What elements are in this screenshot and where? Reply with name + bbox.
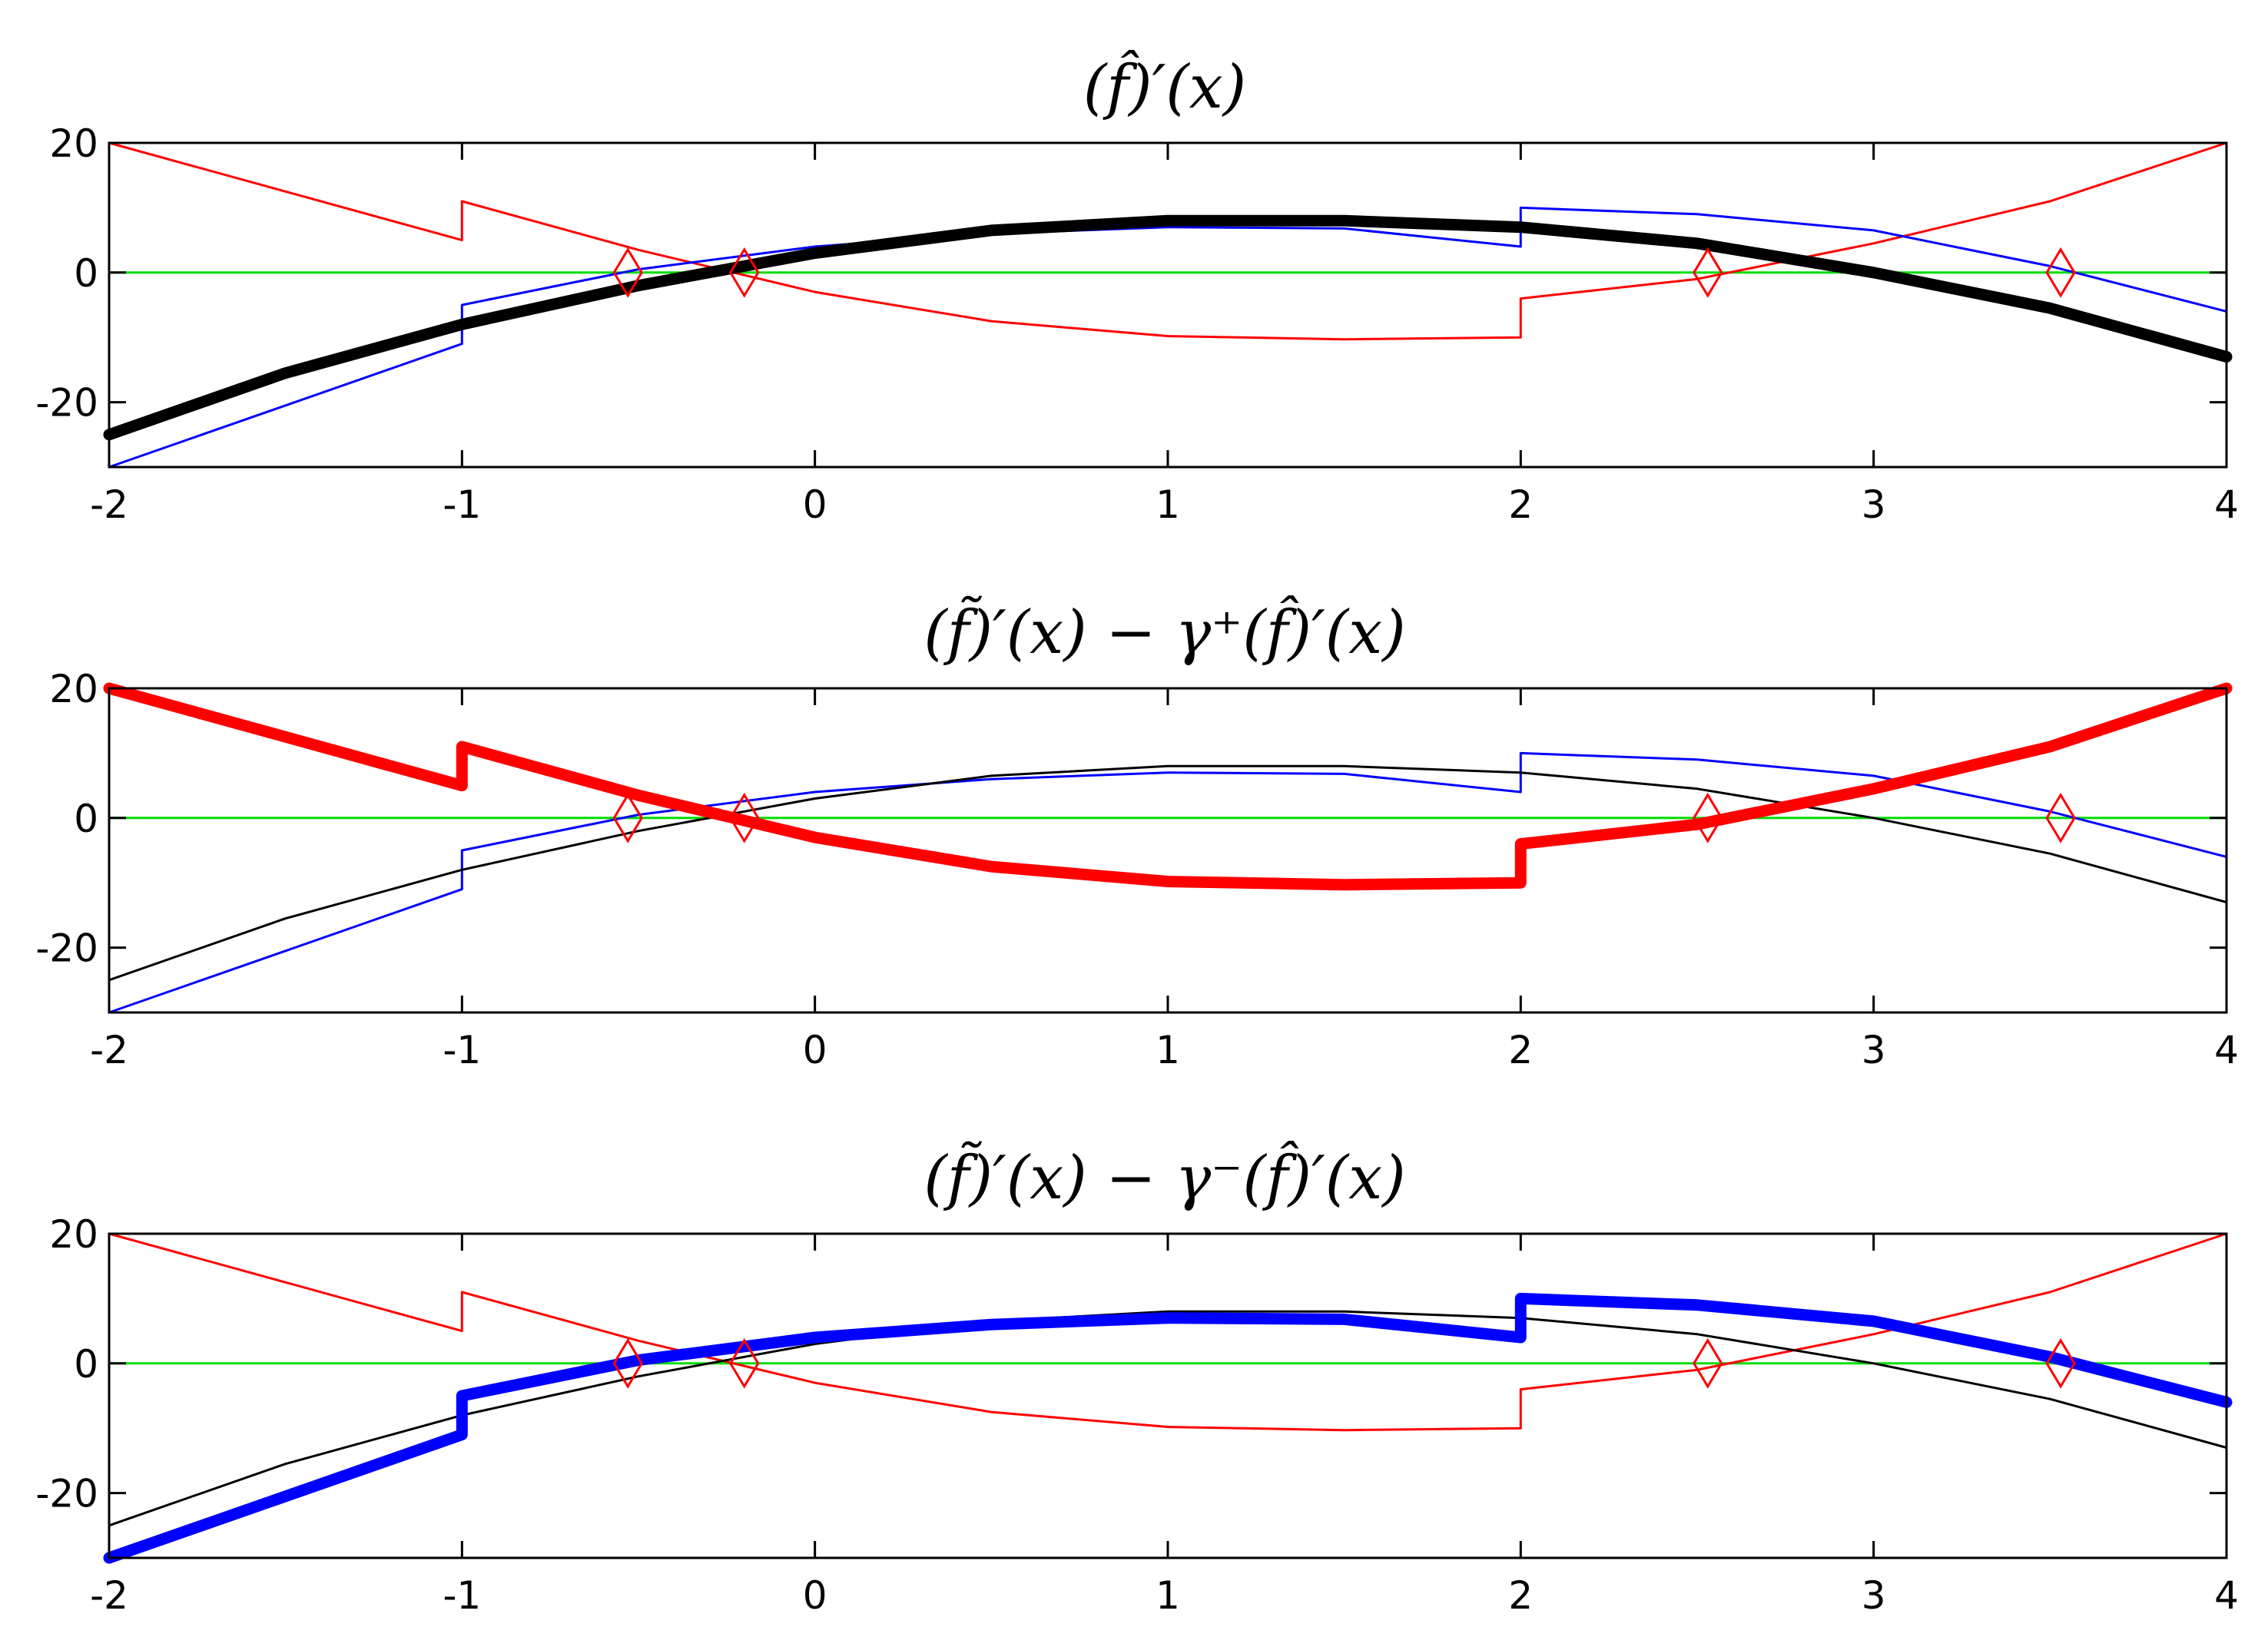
subplot-2-fhat-series-line (108, 764, 2228, 982)
subplot-3-diamond-marker (612, 1337, 643, 1389)
subplot-3-x-tick-label: 3 (1862, 1573, 1886, 1618)
subplot-2-diamond-marker (1693, 792, 1723, 843)
subplot-1-y-tick-label: 20 (49, 121, 98, 166)
subplot-2-x-tick-label: 2 (1508, 1028, 1533, 1072)
subplot-2-x-tick-label: 4 (2214, 1028, 2239, 1072)
subplot-3: (f̃)′(x) − γ⁻(f̂)′(x) -2 -1 0 1 2 3 4 -20 0 20 (35, 1140, 2239, 1618)
subplot-3-title: (f̃)′(x) − γ⁻(f̂)′(x) (923, 1140, 1405, 1213)
subplot-1-diamond-marker (2045, 247, 2076, 298)
subplot-2-x-tick-label: -1 (443, 1028, 481, 1072)
subplot-3-x-tick-label: 2 (1508, 1573, 1533, 1618)
subplot-3-axes-box (108, 1232, 2228, 1559)
subplot-3-fhat-series-line (108, 1310, 2228, 1527)
subplot-1-blue-series-line (108, 206, 2228, 469)
subplot-2: (f̃)′(x) − γ⁺(f̂)′(x) -2 -1 0 1 2 3 4 -20 0 20 (35, 595, 2239, 1072)
subplot-3-x-tick-label: -2 (90, 1573, 128, 1618)
subplot-2-diamond-marker (729, 792, 760, 843)
subplot-1-diamond-marker (1693, 247, 1723, 298)
subplot-1-x-tick-label: 1 (1156, 482, 1180, 527)
subplot-1-diamond-marker (729, 247, 760, 298)
subplot-3-x-tick-label: 1 (1156, 1573, 1180, 1618)
subplot-3-x-tick-label: 0 (803, 1573, 827, 1618)
subplot-1-red-series-line (108, 141, 2228, 341)
subplot-2-x-tick-label: 0 (803, 1028, 827, 1072)
subplot-1-y-tick-label: -20 (35, 381, 98, 426)
subplot-2-x-tick-label: -2 (90, 1028, 128, 1072)
subplot-1-x-tick-label: -1 (443, 482, 481, 527)
subplot-3-y-tick-label: 0 (74, 1342, 98, 1387)
subplot-3-x-tick-label: -1 (443, 1573, 481, 1618)
subplot-2-x-tick-label: 1 (1156, 1028, 1180, 1072)
subplot-1-axes-box (108, 141, 2228, 469)
subplot-3-diamond-marker (729, 1337, 760, 1389)
subplot-1-y-tick-label: 0 (74, 251, 98, 296)
subplot-3-x-tick-label: 4 (2214, 1573, 2239, 1618)
subplot-2-red-series-line (103, 682, 2233, 891)
subplot-2-diamond-marker (612, 792, 643, 843)
subplot-1: (f̂)′(x) -2 -1 0 1 2 3 4 -20 0 20 (35, 49, 2239, 527)
subplot-2-title: (f̃)′(x) − γ⁺(f̂)′(x) (923, 595, 1405, 668)
subplot-2-x-tick-label: 3 (1862, 1028, 1886, 1072)
subplot-2-axes-box (108, 687, 2228, 1014)
subplot-3-y-tick-label: -20 (35, 1472, 98, 1516)
subplot-2-y-tick-label: -20 (35, 926, 98, 971)
subplot-1-fhat-series-line (103, 214, 2233, 441)
subplot-1-x-tick-label: 0 (803, 482, 827, 527)
subplot-2-y-tick-label: 20 (49, 667, 98, 711)
subplot-1-x-tick-label: 2 (1508, 482, 1533, 527)
subplot-3-blue-series-line (103, 1292, 2233, 1564)
subplot-2-blue-series-line (108, 751, 2228, 1014)
subplot-3-red-series-line (108, 1232, 2228, 1432)
subplot-3-diamond-marker (2045, 1337, 2076, 1389)
subplot-1-diamond-marker (612, 247, 643, 298)
subplot-2-y-tick-label: 0 (74, 797, 98, 841)
subplot-3-diamond-marker (1693, 1337, 1723, 1389)
subplot-1-title: (f̂)′(x) (1083, 49, 1246, 122)
subplot-3-y-tick-label: 20 (49, 1212, 98, 1257)
subplot-1-x-tick-label: 3 (1862, 482, 1886, 527)
subplot-1-x-tick-label: -2 (90, 482, 128, 527)
subplot-1-x-tick-label: 4 (2214, 482, 2239, 527)
subplot-2-diamond-marker (2045, 792, 2076, 843)
